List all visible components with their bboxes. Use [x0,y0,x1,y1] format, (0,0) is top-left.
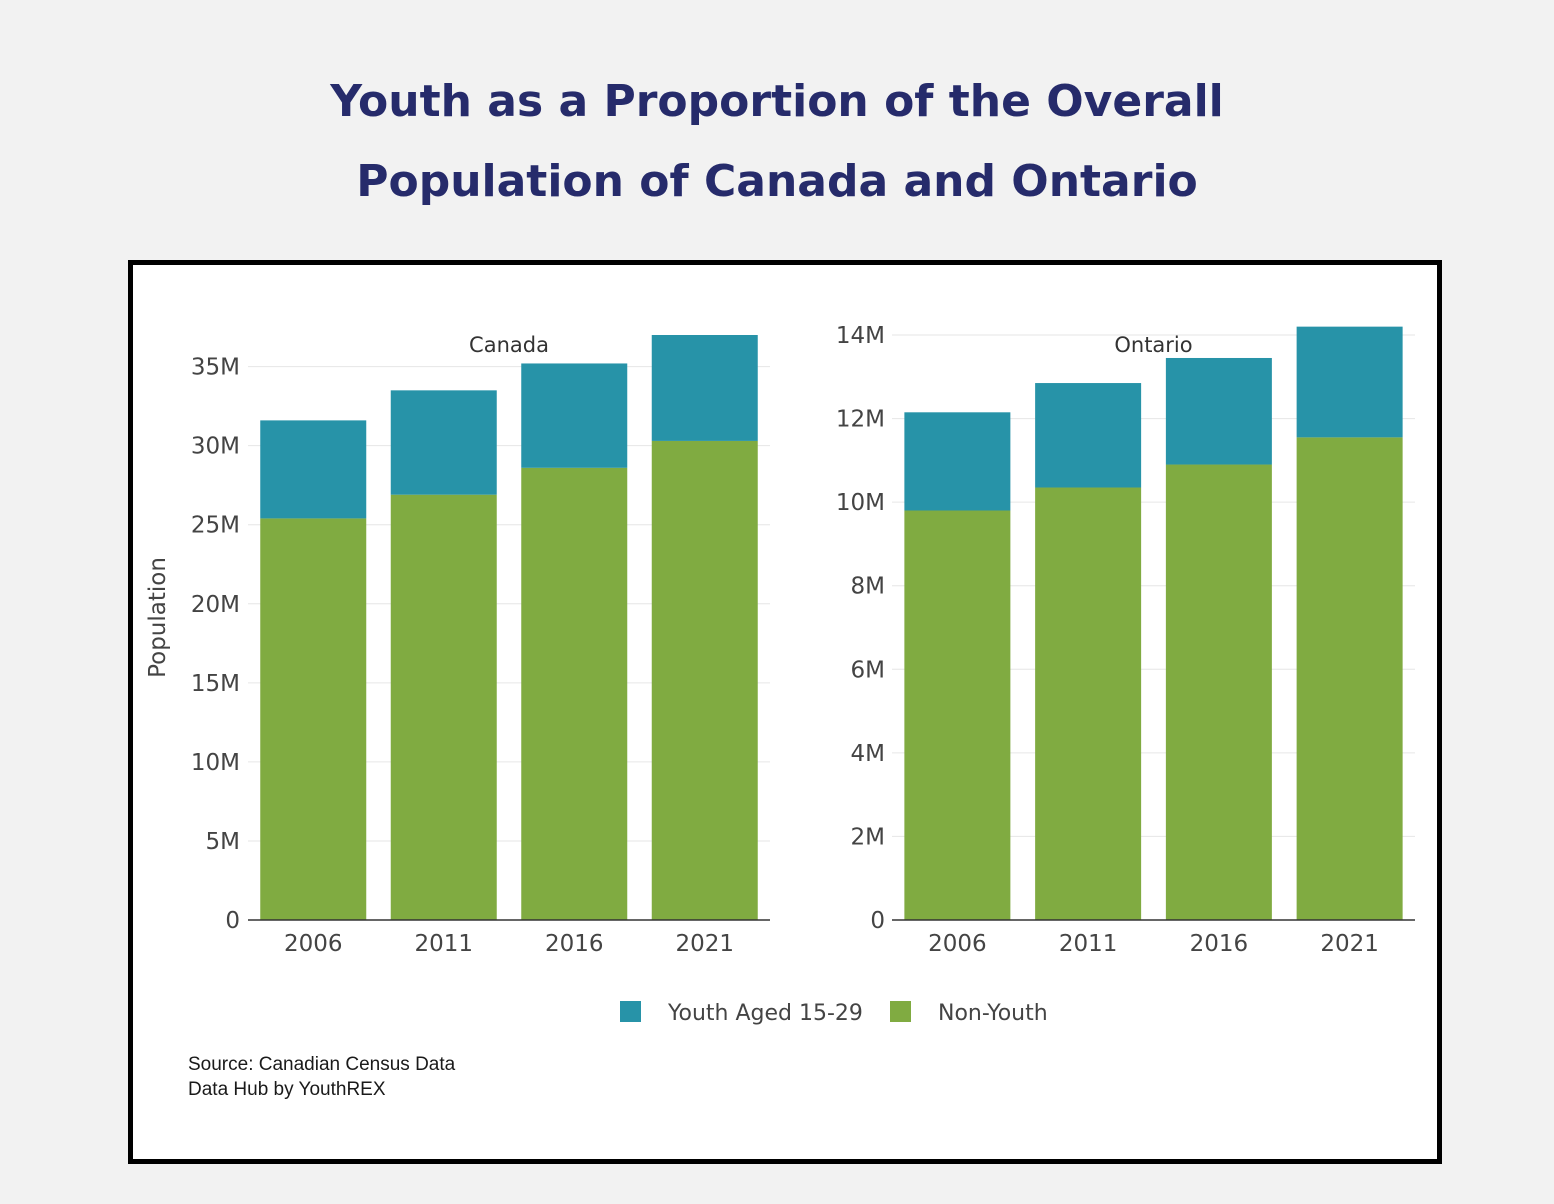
canada-y-tick-label: 25M [191,513,240,539]
canada-y-tick-label: 35M [191,355,240,381]
canada-bar-youth-2006 [260,420,367,519]
ontario-y-tick-label: 4M [851,741,885,767]
ontario-y-tick-label: 8M [851,574,885,600]
canada-y-tick-label: 5M [206,829,240,855]
canada-y-tick-label: 0 [225,908,240,934]
ontario-x-tick-label: 2021 [1320,931,1379,957]
credit-line: Data Hub by YouthREX [188,1079,386,1100]
source-note: Source: Canadian Census Data Data Hub by… [188,1052,455,1102]
legend-label-non-youth: Non-Youth [938,1001,1048,1026]
canada-bar-non-youth-2006 [260,518,367,920]
ontario-bar-youth-2006 [904,412,1011,511]
ontario-bar-youth-2011 [1035,383,1142,488]
canada-bar-youth-2021 [651,335,758,441]
canada-x-tick-label: 2006 [284,931,343,957]
ontario-x-tick-label: 2006 [928,931,987,957]
ontario-bar-non-youth-2011 [1035,487,1142,920]
page-title-line-1: Youth as a Proportion of the Overall [330,76,1224,127]
chart-frame: 0 5M 10M 15M 20M 25M 30M 35M 2006 2011 2016 2021 Can… [128,260,1442,1164]
ontario-bar-youth-2021 [1296,326,1403,438]
source-line: Source: Canadian Census Data [188,1054,456,1075]
charts-svg: 0 5M 10M 15M 20M 25M 30M 35M 2006 2011 2016 2021 Can… [145,323,1415,1026]
ontario-y-tick-label: 14M [836,323,885,349]
ontario-bar-non-youth-2016 [1165,464,1272,920]
canada-bar-youth-2011 [390,390,497,495]
ontario-bar-non-youth-2006 [904,510,1011,920]
ontario-y-tick-label: 2M [851,824,885,850]
page-title-line-2: Population of Canada and Ontario [356,156,1198,207]
canada-bar-youth-2016 [521,363,628,468]
canada-y-tick-label: 30M [191,434,240,460]
legend-label-youth: Youth Aged 15-29 [667,1001,863,1026]
canada-y-tick-label: 20M [191,592,240,618]
canada-x-tick-label: 2016 [545,931,604,957]
legend-swatch-youth [620,1001,641,1022]
canada-y-tick-label: 15M [191,671,240,697]
canada-x-tick-label: 2011 [414,931,473,957]
ontario-x-tick-label: 2016 [1190,931,1249,957]
canada-bar-non-youth-2011 [390,494,497,920]
canada-bar-non-youth-2016 [521,467,628,920]
canada-panel-title: Canada [469,333,549,357]
canada-y-axis-label: Population [145,557,171,678]
ontario-panel-title: Ontario [1114,333,1192,357]
ontario-bar-youth-2016 [1165,357,1272,465]
ontario-x-tick-label: 2011 [1059,931,1118,957]
canada-y-tick-label: 10M [191,750,240,776]
ontario-y-tick-label: 6M [851,657,885,683]
ontario-y-tick-label: 12M [836,407,885,433]
canada-bar-non-youth-2021 [651,440,758,920]
ontario-bar-non-youth-2021 [1296,437,1403,920]
ontario-y-tick-label: 0 [870,908,885,934]
page-title: Youth as a Proportion of the Overall Pop… [0,62,1554,222]
ontario-y-tick-label: 10M [836,490,885,516]
canada-x-tick-label: 2021 [675,931,734,957]
legend-swatch-non-youth [890,1001,911,1022]
